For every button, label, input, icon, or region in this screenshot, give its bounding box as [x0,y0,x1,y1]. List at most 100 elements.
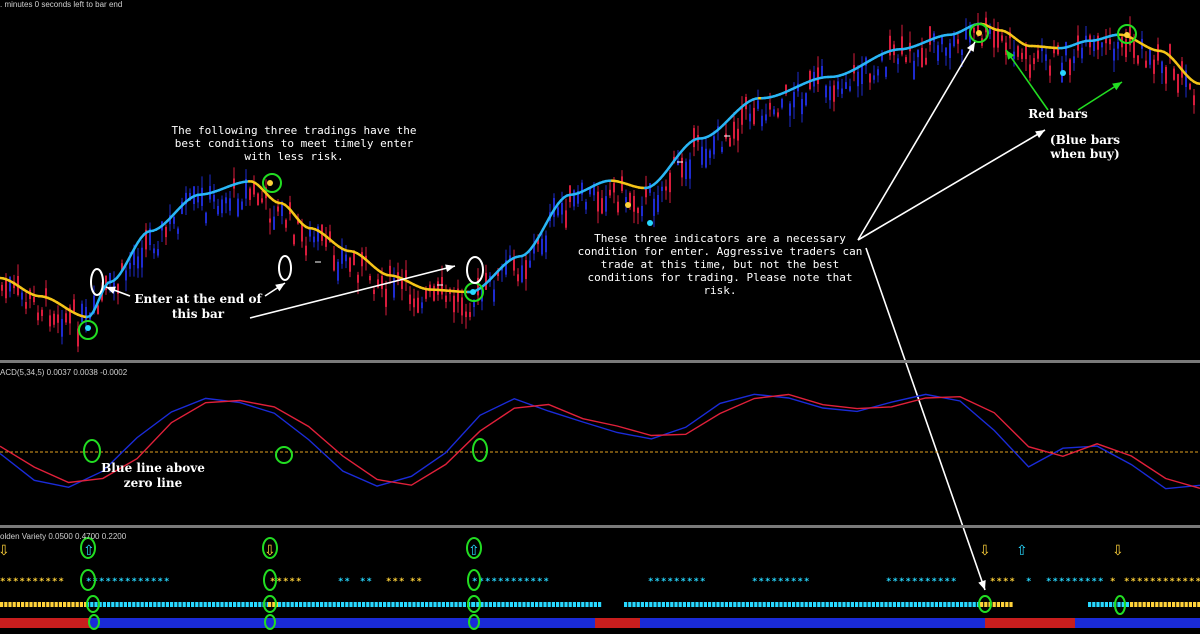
golden-square-marker [884,602,887,607]
golden-square-marker [1109,602,1112,607]
panel-separator[interactable] [0,525,1200,528]
golden-square-marker [1159,602,1162,607]
golden-square-marker [716,602,719,607]
golden-star-marker: * [119,577,124,587]
golden-square-marker [103,602,106,607]
price-bar [81,304,83,322]
golden-star-marker: * [158,577,163,587]
price-bar [1081,48,1083,59]
price-bar [373,290,375,294]
golden-square-marker [725,602,728,607]
golden-square-marker [216,602,219,607]
golden-square-marker [128,602,131,607]
golden-star-marker: * [1046,577,1051,587]
golden-trend-strip [0,618,90,628]
golden-star-marker: * [1157,577,1162,587]
price-bar [73,299,75,312]
golden-square-marker [80,602,83,607]
golden-square-marker [157,602,160,607]
golden-square-marker [947,602,950,607]
golden-square-marker [922,602,925,607]
golden-square-marker [632,602,635,607]
golden-square-marker [286,602,289,607]
golden-square-marker [742,602,745,607]
golden-star-marker: * [1003,577,1008,587]
signal-dot [1060,70,1066,76]
golden-square-marker [333,602,336,607]
price-bar [357,275,359,283]
price-bar [453,296,455,313]
golden-star-marker: * [1170,577,1175,587]
price-bar [653,199,655,216]
price-bar [1033,58,1035,64]
signal-dot [470,289,476,295]
golden-square-marker [863,602,866,607]
golden-square-marker [459,602,462,607]
golden-square-marker [387,602,390,607]
golden-star-marker: * [1085,577,1090,587]
price-bar [261,198,263,202]
price-bar [521,265,523,282]
price-bar [861,65,863,84]
golden-star-marker: * [99,577,104,587]
golden-star-marker: * [945,577,950,587]
price-bar [1001,35,1003,40]
price-bar [565,210,567,227]
golden-star-marker: * [919,577,924,587]
golden-trend-strip [470,618,595,628]
golden-square-marker [1168,602,1171,607]
golden-trend-strip [640,618,985,628]
golden-square-marker [241,602,244,607]
golden-square-marker [771,602,774,607]
golden-star-marker: * [951,577,956,587]
golden-square-marker [564,602,567,607]
golden-square-marker [733,602,736,607]
price-bar [65,313,67,322]
golden-square-marker [29,602,32,607]
golden-square-marker [763,602,766,607]
golden-square-marker [254,602,257,607]
golden-star-marker: * [1131,577,1136,587]
golden-square-marker [737,602,740,607]
golden-star-marker: * [46,577,51,587]
price-bar [213,195,215,202]
golden-square-marker [539,602,542,607]
price-bar [957,39,959,43]
golden-square-marker [111,602,114,607]
golden-star-marker: * [1066,577,1071,587]
golden-square-marker [984,602,987,607]
golden-star-marker: * [360,577,365,587]
price-bar [625,197,627,202]
golden-square-marker [973,602,976,607]
golden-star-marker: * [511,577,516,587]
golden-square-marker [918,602,921,607]
price-bar [1021,53,1023,59]
golden-star-marker: * [1110,577,1115,587]
price-bar [773,109,775,114]
golden-square-marker [162,602,165,607]
golden-square-marker [132,602,135,607]
golden-square-marker [115,602,118,607]
golden-square-marker [141,602,144,607]
price-bar [345,255,347,262]
golden-square-marker [421,602,424,607]
golden-square-marker [391,602,394,607]
golden-square-marker [901,602,904,607]
price-bar [437,281,439,294]
golden-star-marker: * [13,577,18,587]
panel-separator[interactable] [0,360,1200,363]
golden-square-marker [208,602,211,607]
price-bar [685,162,687,179]
price-bar [617,202,619,213]
golden-star-marker: * [1183,577,1188,587]
golden-square-marker [291,602,294,607]
price-bar [749,114,751,122]
golden-square-marker [412,602,415,607]
golden-square-marker [868,602,871,607]
golden-square-marker [658,602,661,607]
golden-star-marker: * [655,577,660,587]
golden-square-marker [0,602,3,607]
price-bar [277,207,279,212]
golden-square-marker [463,602,466,607]
price-bar [897,58,899,64]
